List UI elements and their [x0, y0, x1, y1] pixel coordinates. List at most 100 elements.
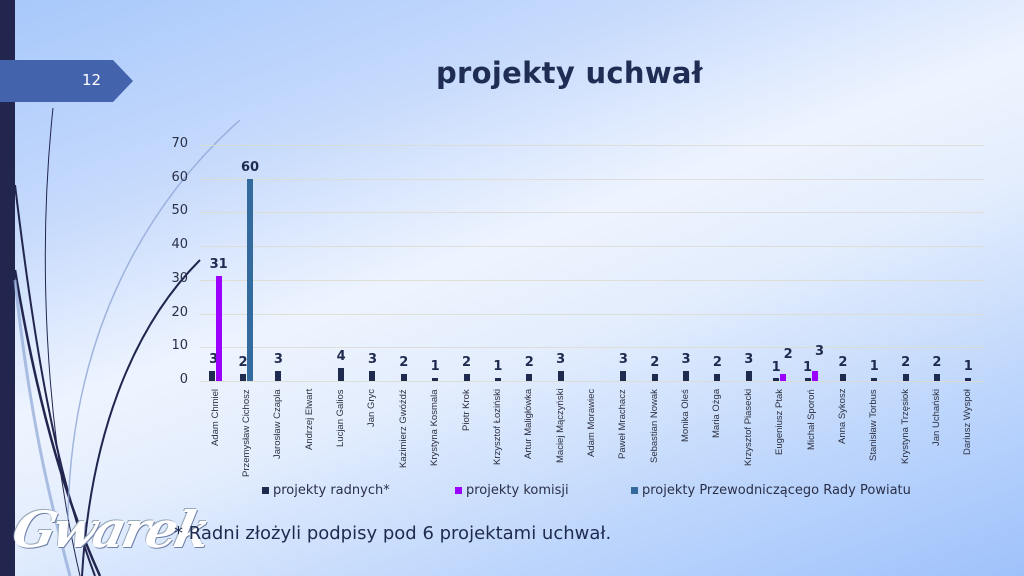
x-category-label: Adam Morawiec — [586, 388, 597, 457]
bar-radnych — [494, 377, 501, 381]
legend-item-komisji: projekty komisji — [455, 483, 569, 498]
data-label: 2 — [238, 355, 248, 371]
bar-radnych — [839, 374, 846, 381]
x-category-label: Krzysztof Piasecki — [742, 388, 754, 466]
bar-radnych — [620, 370, 627, 381]
data-label: 3 — [209, 351, 219, 367]
bar-przewodniczacego — [247, 178, 254, 381]
bar-radnych — [902, 374, 909, 381]
x-category-label: Artur Maligłówka — [523, 388, 535, 459]
y-tick-label: 60 — [171, 169, 188, 185]
legend-label: projekty Przewodniczącego Rady Powiatu — [642, 483, 911, 498]
gridline — [200, 246, 984, 248]
data-label: 4 — [336, 348, 346, 364]
data-label: 2 — [783, 347, 793, 363]
x-category-label: Krzysztof Łoziński — [491, 388, 503, 465]
slide-title: projekty uchwał — [436, 56, 703, 90]
bar-komisji — [215, 276, 222, 381]
data-label: 1 — [963, 358, 973, 374]
y-tick-label: 0 — [179, 372, 188, 387]
bar-radnych — [338, 367, 345, 381]
bar-radnych — [965, 377, 972, 381]
data-label: 3 — [367, 351, 377, 367]
bar-radnych — [526, 374, 533, 381]
x-category-label: Adam Chmiel — [209, 388, 221, 446]
data-label: 2 — [399, 355, 409, 371]
bar-radnych — [714, 374, 721, 381]
bar-radnych — [651, 374, 658, 381]
bar-radnych — [871, 377, 878, 381]
y-tick-label: 40 — [171, 237, 188, 253]
x-category-label: Sebastian Nowak — [648, 389, 660, 463]
data-label: 2 — [838, 355, 848, 371]
x-category-label: Lucjan Galios — [335, 389, 347, 447]
data-label: 1 — [430, 358, 440, 374]
y-tick-label: 70 — [171, 136, 188, 151]
data-label: 3 — [814, 343, 825, 359]
x-category-label: Krystyna Trzęsiok — [899, 389, 911, 464]
x-category-label: Jan Gryc — [366, 388, 378, 427]
slide-number-tab — [0, 60, 133, 102]
legend-label: projekty radnych* — [273, 483, 390, 498]
x-category-label: Jarosław Czapla — [272, 389, 284, 459]
data-label: 2 — [462, 355, 472, 371]
x-category-label: Michał Sporoń — [805, 389, 817, 450]
bar-komisji — [780, 374, 787, 381]
bar-radnych — [683, 370, 690, 381]
slide-number: 12 — [82, 71, 102, 89]
gridline — [200, 145, 984, 146]
data-label: 3 — [681, 351, 691, 367]
data-label: 2 — [524, 355, 534, 371]
bar-radnych — [557, 370, 564, 381]
bar-radnych — [208, 370, 215, 381]
data-label: 1 — [771, 360, 781, 375]
x-category-label: Dariusz Wyspoł — [962, 389, 974, 455]
gridline — [200, 381, 984, 382]
legend-item-radnych: projekty radnych* — [262, 483, 390, 498]
y-tick-label: 50 — [171, 203, 188, 219]
data-label: 3 — [744, 351, 754, 367]
data-label: 1 — [869, 358, 879, 374]
bar-radnych — [432, 377, 439, 381]
gridline — [200, 178, 984, 180]
gridline — [200, 212, 984, 214]
bar-radnych — [275, 370, 282, 381]
gridline — [200, 313, 984, 315]
x-category-label: Jan Uchański — [930, 388, 942, 446]
y-tick-label: 10 — [171, 338, 188, 354]
x-category-label: Kazimierz Gwóźdź — [397, 389, 409, 468]
legend-swatch — [455, 487, 462, 494]
bar-radnych — [369, 370, 376, 381]
bar-radnych — [400, 374, 407, 381]
bar-radnych — [773, 377, 780, 381]
y-tick-label: 20 — [171, 304, 188, 320]
bar-radnych — [804, 377, 811, 381]
x-category-label: Anna Sykosz — [836, 388, 848, 444]
x-category-label: Maria Ożga — [711, 388, 723, 438]
x-category-label: Piotr Krok — [460, 389, 472, 431]
legend-label: projekty komisji — [466, 483, 569, 498]
legend-item-przewodniczacego: projekty Przewodniczącego Rady Powiatu — [631, 483, 911, 498]
bar-radnych — [240, 374, 247, 381]
data-label: 3 — [273, 351, 283, 367]
data-label: 2 — [932, 355, 942, 371]
legend-swatch — [262, 487, 269, 494]
x-category-label: Paweł Mrachacz — [617, 389, 629, 459]
x-category-label: Krystyna Kosmala — [429, 389, 441, 466]
data-label: 60 — [240, 159, 260, 175]
legend-swatch — [631, 487, 638, 494]
data-label: 1 — [493, 358, 503, 374]
data-label: 31 — [209, 257, 228, 273]
gridline — [200, 347, 984, 349]
gridline — [200, 279, 984, 281]
bar-radnych — [933, 374, 940, 381]
x-category-label: Monika Oleś — [680, 389, 692, 442]
x-category-label: Maciej Mączyński — [554, 388, 566, 463]
data-label: 2 — [650, 355, 660, 371]
bar-radnych — [463, 374, 470, 381]
x-category-label: Stanisław Torbus — [868, 389, 880, 461]
footnote: * Radni złożyli podpisy pod 6 projektami… — [174, 523, 612, 544]
data-label: 3 — [618, 351, 628, 367]
x-category-label: Eugeniusz Ptak — [774, 388, 786, 455]
